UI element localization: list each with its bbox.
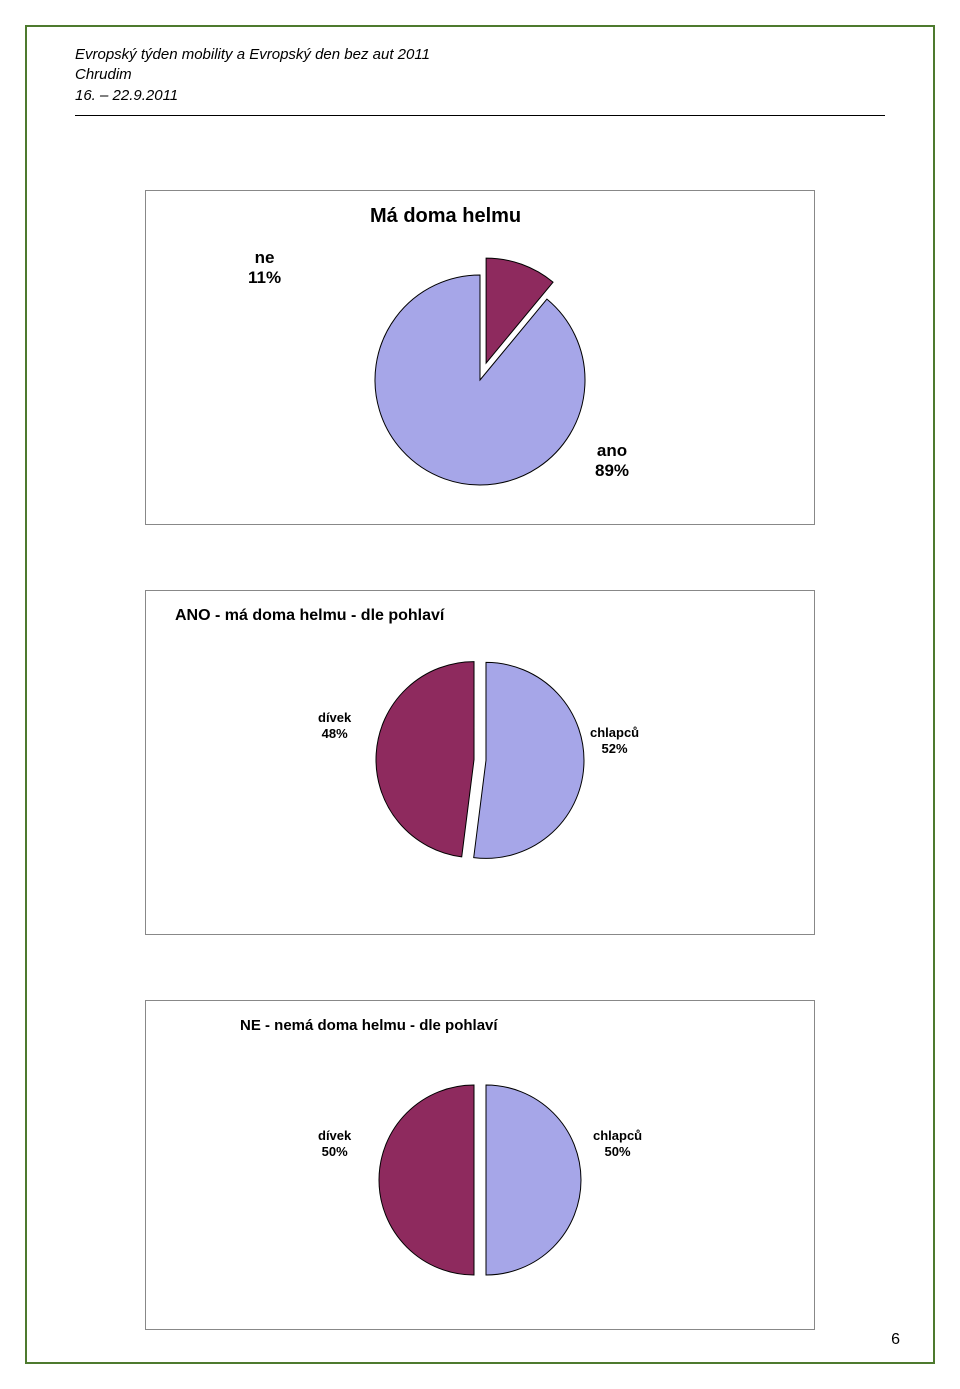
pie-slice (379, 1085, 474, 1275)
chart3-label-chlapcu: chlapců 50% (593, 1128, 642, 1159)
chart3-label-chlapcu-pct: 50% (605, 1144, 631, 1159)
chart3-label-divek-text: dívek (318, 1128, 351, 1143)
chart3-label-divek-pct: 50% (322, 1144, 348, 1159)
chart3-label-divek: dívek 50% (318, 1128, 351, 1159)
chart3-pie (0, 0, 960, 1389)
page-number: 6 (891, 1331, 900, 1349)
pie-slice (486, 1085, 581, 1275)
chart3-label-chlapcu-text: chlapců (593, 1128, 642, 1143)
